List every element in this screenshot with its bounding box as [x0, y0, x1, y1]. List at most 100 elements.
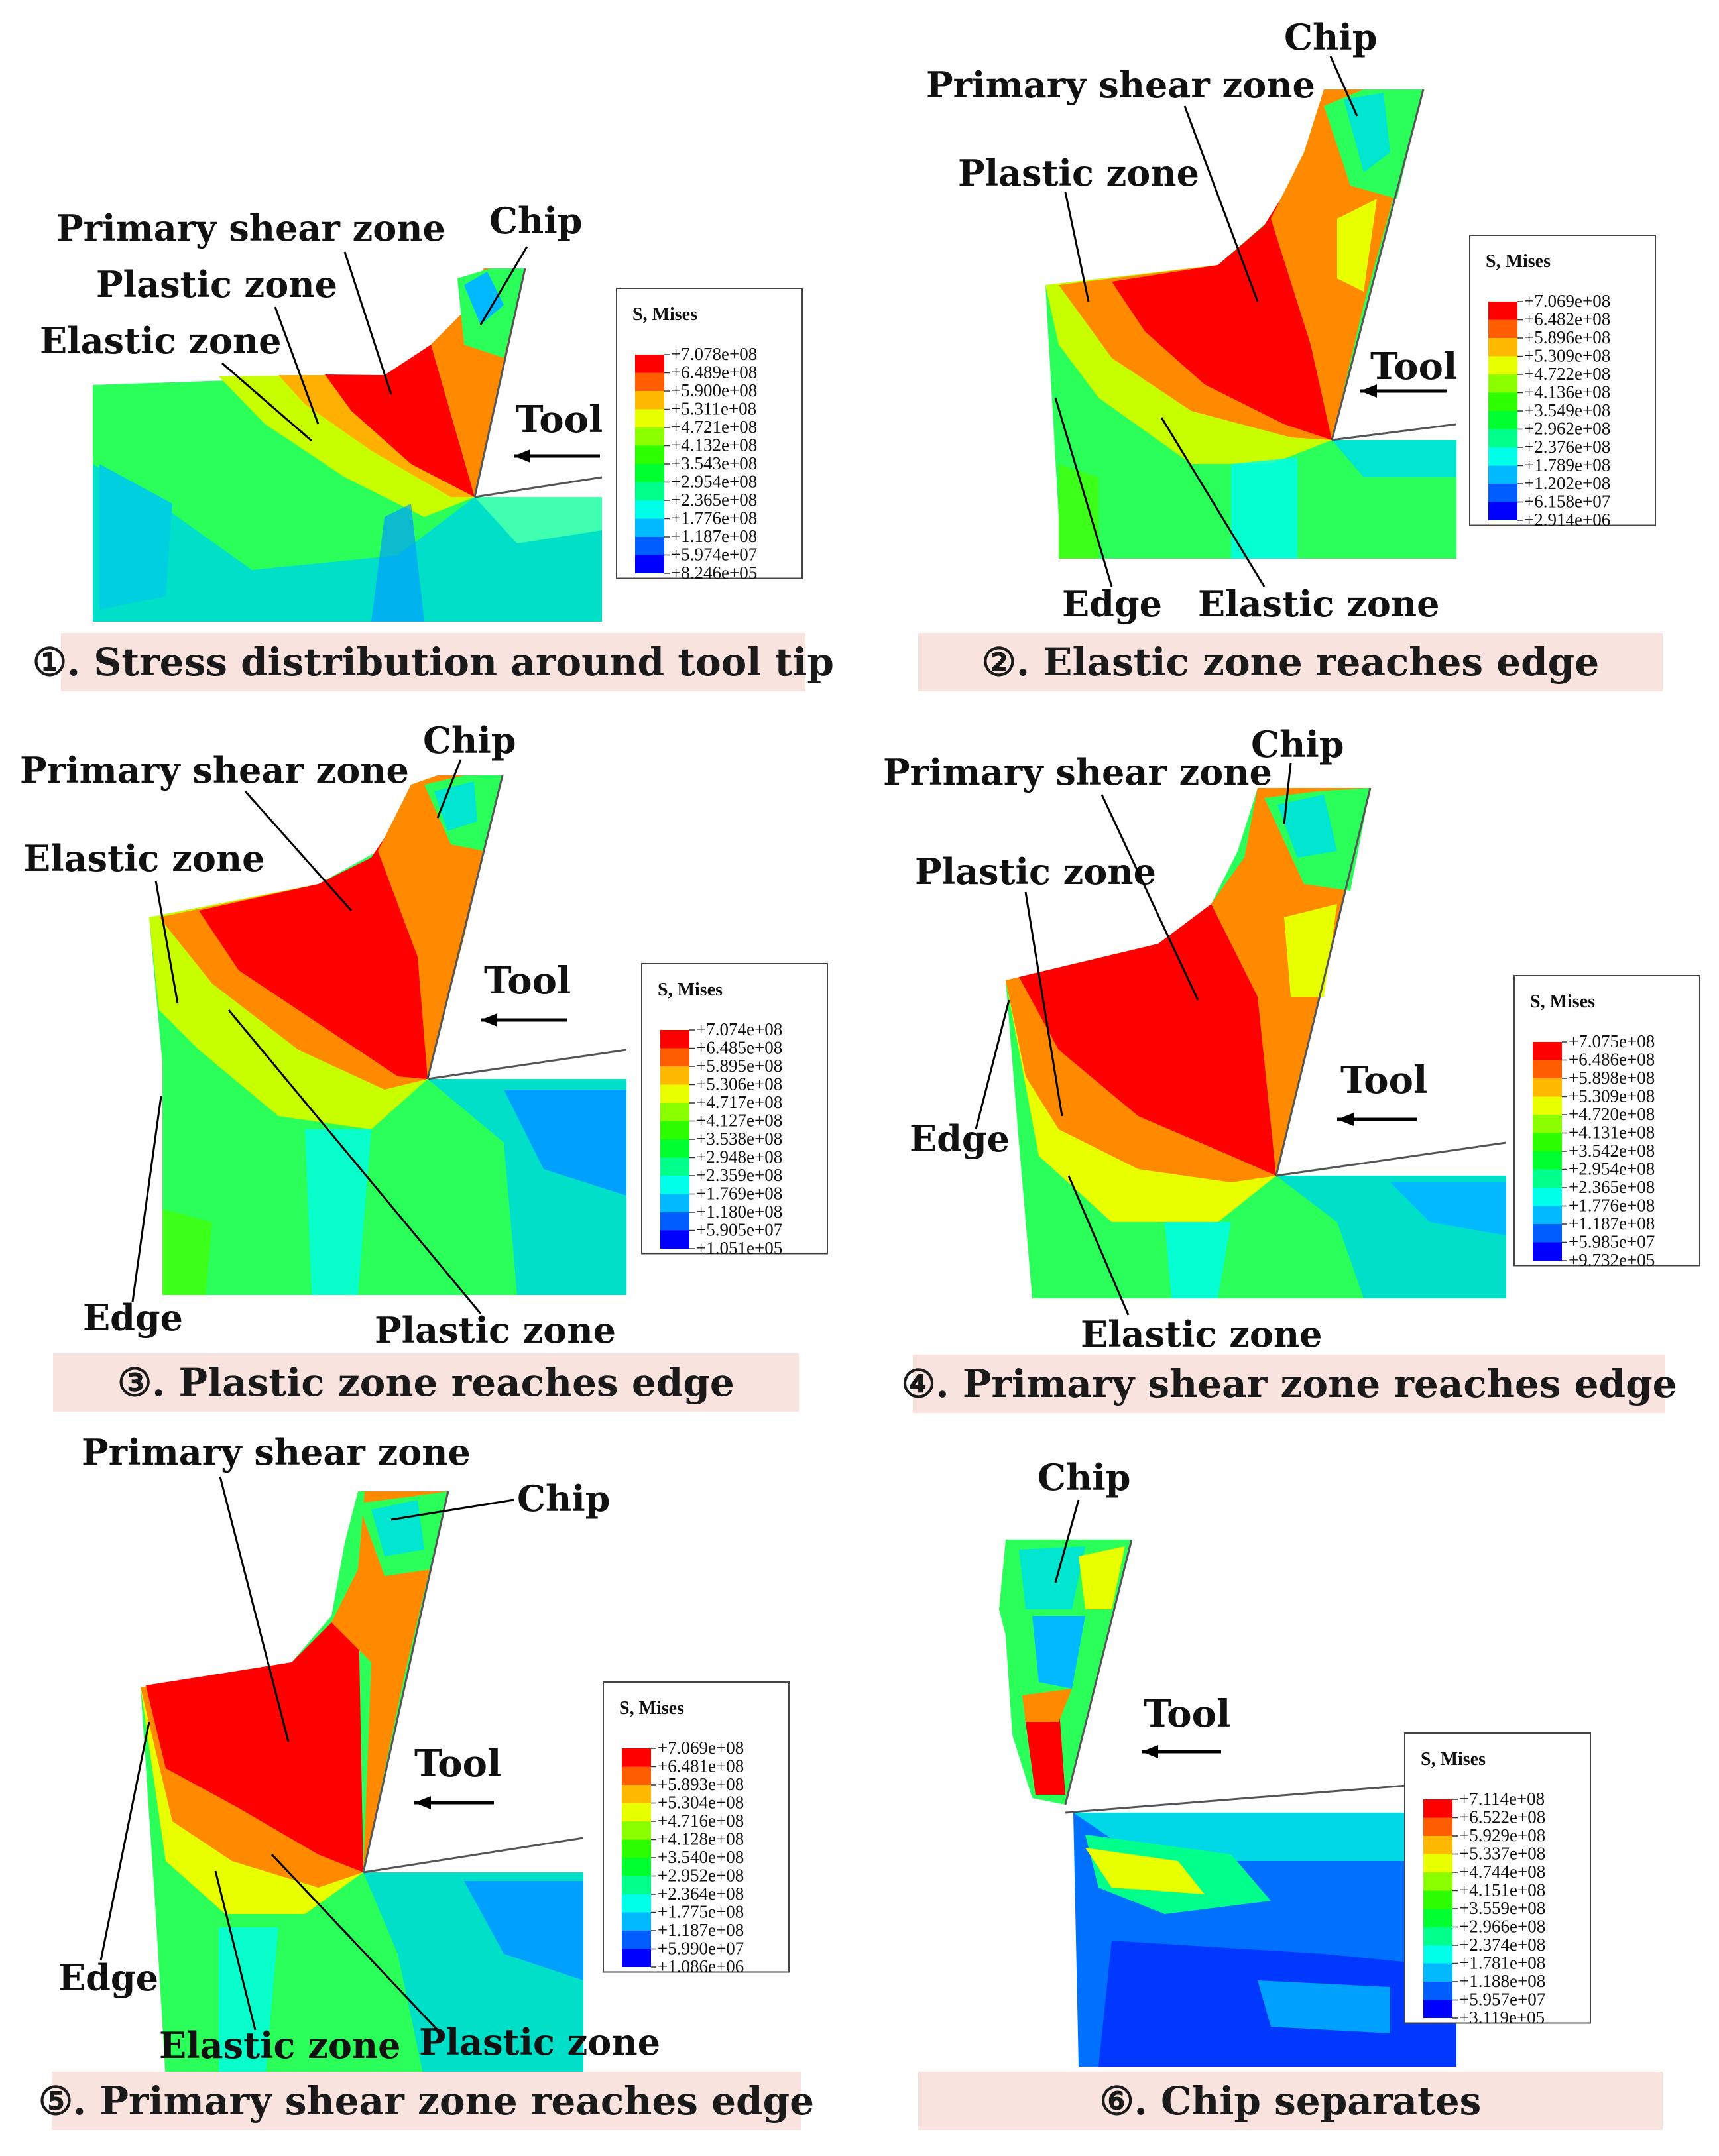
legend-swatch: [1488, 447, 1517, 466]
legend-value: +3.540e+08: [658, 1847, 744, 1867]
legend-value: +1.051e+05: [696, 1238, 782, 1258]
legend-swatch: [1533, 1169, 1562, 1188]
legend-swatch: [1423, 1799, 1452, 1818]
chip-label: Chip: [489, 199, 583, 242]
legend-value: +2.966e+08: [1459, 1917, 1545, 1937]
legend-value: +4.132e+08: [671, 435, 757, 455]
legend-swatch: [1533, 1078, 1562, 1097]
primary-shear-zone-label: Primary shear zone: [20, 749, 409, 791]
legend-value: +6.522e+08: [1459, 1807, 1545, 1827]
legend-value: +1.775e+08: [658, 1902, 744, 1922]
legend-value: +5.900e+08: [671, 380, 757, 400]
primary-shear-zone-label: Primary shear zone: [82, 1431, 471, 1473]
legend-value: +1.086e+06: [658, 1957, 744, 1976]
legend-swatch: [1423, 1817, 1452, 1836]
panel-6: Tool Chip S, Mises +7.114e+08 +6.522e+08 +5…: [860, 1437, 1719, 2155]
legend-swatch: [622, 1912, 651, 1931]
legend-value: +4.720e+08: [1569, 1104, 1655, 1124]
legend-value: +4.127e+08: [696, 1111, 782, 1131]
primary-shear-zone-label: Primary shear zone: [56, 207, 445, 249]
legend-title: S, Mises: [658, 980, 723, 1000]
legend-swatch: [1488, 484, 1517, 502]
legend-swatch: [635, 427, 664, 446]
legend-value: +3.538e+08: [696, 1129, 782, 1149]
chip-label: Chip: [517, 1477, 611, 1520]
legend-swatch: [1488, 429, 1517, 447]
elastic-zone-label: Elastic zone: [159, 2024, 401, 2067]
legend-value: +4.151e+08: [1459, 1880, 1545, 1900]
legend-swatch: [622, 1748, 651, 1767]
caption-2: ②. Elastic zone reaches edge: [918, 633, 1663, 691]
primary-shear-zone-label: Primary shear zone: [883, 751, 1272, 793]
legend: S, Mises+7.074e+08+6.485e+08+5.895e+08+5…: [641, 963, 828, 1258]
legend-swatch: [1423, 1982, 1452, 2000]
legend-value: +1.789e+08: [1524, 455, 1610, 475]
legend-swatch: [1533, 1188, 1562, 1206]
tool-label: Tool: [1340, 1058, 1427, 1102]
legend-swatch: [660, 1230, 689, 1249]
legend-value: +5.905e+07: [696, 1220, 782, 1240]
legend-value: +1.180e+08: [696, 1202, 782, 1221]
legend-value: +9.732e+05: [1569, 1250, 1655, 1270]
elastic-zone-label: Elastic zone: [1198, 583, 1440, 625]
legend-title: S, Mises: [619, 1698, 684, 1719]
legend-swatch: [660, 1084, 689, 1103]
legend-value: +1.187e+08: [1569, 1214, 1655, 1233]
legend-swatch: [660, 1176, 689, 1194]
legend-swatch: [622, 1785, 651, 1803]
legend-value: +5.896e+08: [1524, 327, 1610, 347]
legend-value: +1.781e+08: [1459, 1953, 1545, 1973]
legend-value: +4.128e+08: [658, 1829, 744, 1849]
tool-label: Tool: [414, 1742, 501, 1786]
legend-value: +4.136e+08: [1524, 382, 1610, 402]
legend-swatch: [1533, 1115, 1562, 1133]
legend-swatch: [1423, 1836, 1452, 1854]
panel-1: Tool Chip Primary shear zone Plastic zon…: [0, 0, 859, 718]
legend-value: +2.914e+06: [1524, 510, 1610, 530]
legend-value: +1.187e+08: [671, 526, 757, 546]
legend-swatch: [622, 1876, 651, 1894]
legend-title: S, Mises: [1486, 251, 1551, 272]
legend-swatch: [1488, 374, 1517, 393]
legend-value: +5.895e+08: [696, 1056, 782, 1076]
legend-swatch: [635, 372, 664, 391]
legend-swatch: [660, 1194, 689, 1212]
legend-value: +3.543e+08: [671, 453, 757, 473]
legend-value: +2.954e+08: [1569, 1159, 1655, 1179]
legend-value: +3.542e+08: [1569, 1141, 1655, 1161]
legend-swatch: [622, 1821, 651, 1840]
legend-value: +5.893e+08: [658, 1774, 744, 1794]
tool-label: Tool: [1144, 1692, 1230, 1736]
panel-2: Tool Chip Primary shear zone Plastic zon…: [860, 0, 1719, 718]
chip-label: Chip: [1037, 1456, 1131, 1499]
chip-label: Chip: [423, 719, 516, 762]
legend-value: +3.119e+05: [1459, 2008, 1545, 2027]
legend-swatch: [622, 1894, 651, 1913]
legend-value: +4.716e+08: [658, 1811, 744, 1831]
legend-swatch: [635, 500, 664, 519]
legend-value: +7.069e+08: [658, 1738, 744, 1758]
edge-label: Edge: [1062, 583, 1162, 625]
legend: S, Mises+7.078e+08+6.489e+08+5.900e+08+5…: [616, 288, 803, 583]
legend-swatch: [1533, 1242, 1562, 1261]
stress-contour: [1045, 89, 1456, 559]
legend-value: +2.952e+08: [658, 1866, 744, 1886]
legend-swatch: [635, 445, 664, 464]
legend-swatch: [1488, 411, 1517, 429]
legend-swatch: [660, 1212, 689, 1231]
legend-swatch: [1423, 1890, 1452, 1909]
legend-value: +4.744e+08: [1459, 1862, 1545, 1882]
legend-swatch: [1533, 1206, 1562, 1224]
legend-value: +5.309e+08: [1569, 1086, 1655, 1106]
legend-swatch: [660, 1103, 689, 1121]
legend-title: S, Mises: [632, 304, 697, 325]
legend-swatch: [1533, 1224, 1562, 1243]
legend-value: +7.078e+08: [671, 344, 757, 364]
caption-5: ⑤. Primary shear zone reaches edge: [38, 2072, 814, 2130]
legend-value: +7.075e+08: [1569, 1031, 1655, 1051]
legend-value: +5.929e+08: [1459, 1825, 1545, 1845]
legend-swatch: [1488, 338, 1517, 357]
legend-value: +2.954e+08: [671, 472, 757, 492]
caption-1: ①. Stress distribution around tool tip: [32, 633, 834, 691]
tool-label: Tool: [484, 959, 571, 1003]
